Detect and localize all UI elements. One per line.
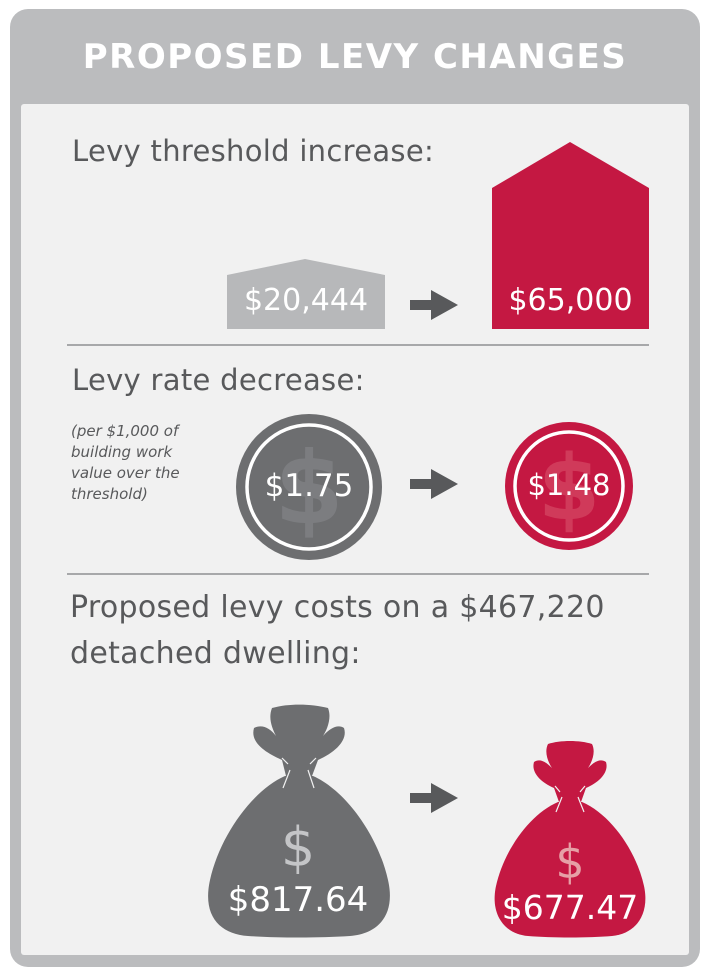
money-bag-icon: $	[494, 741, 646, 938]
new-cost-value: $677.47	[501, 888, 639, 927]
arrow-right-icon	[410, 290, 458, 320]
costs-heading-line1: Proposed levy costs on a $467,220	[70, 590, 605, 625]
old-threshold-value: $20,444	[243, 283, 369, 318]
threshold-heading: Levy threshold increase:	[72, 134, 435, 168]
page-title: PROPOSED LEVY CHANGES	[82, 37, 628, 77]
coin-icon: $	[236, 414, 382, 560]
new-threshold-value: $65,000	[508, 283, 633, 318]
rate-note: (per $1,000 of building work value over …	[71, 422, 180, 503]
arrow-right-icon	[410, 783, 458, 813]
new-rate-value: $1.48	[527, 468, 611, 502]
money-bag-icon: $	[208, 704, 390, 938]
coin-icon: $	[505, 422, 633, 550]
section-divider	[67, 344, 649, 346]
section-divider	[67, 573, 649, 575]
dollar-watermark-icon: $	[274, 430, 344, 547]
dollar-sign-icon: $	[281, 816, 315, 879]
arrow-right-icon	[410, 469, 458, 499]
house-icon	[227, 259, 385, 329]
house-icon	[492, 142, 649, 329]
costs-heading-line2: detached dwelling:	[70, 636, 361, 671]
rate-heading: Levy rate decrease:	[72, 363, 365, 397]
old-rate-value: $1.75	[264, 468, 354, 504]
old-cost-value: $817.64	[227, 880, 369, 920]
dollar-sign-icon: $	[555, 835, 584, 889]
dollar-watermark-icon: $	[538, 436, 601, 541]
